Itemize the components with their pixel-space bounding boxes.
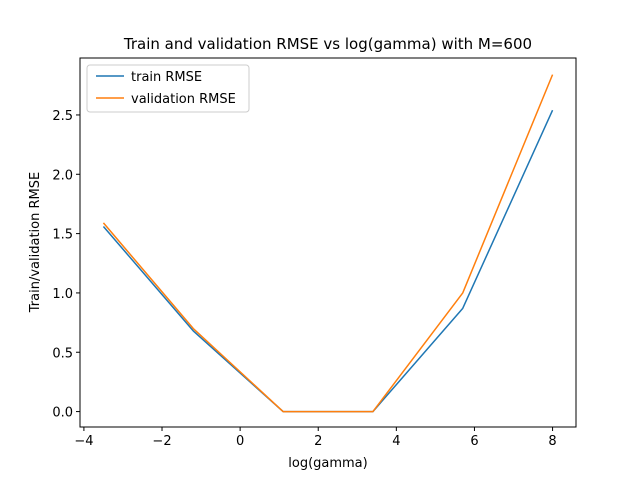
x-tick-label: 0	[236, 434, 244, 449]
x-tick-label: −2	[152, 434, 171, 449]
y-tick-label: 1.0	[52, 287, 73, 302]
legend-label: train RMSE	[131, 70, 202, 85]
legend: train RMSE validation RMSE	[86, 64, 250, 113]
series-line-1	[102, 74, 554, 413]
y-axis-label: Train/validation RMSE	[28, 172, 43, 313]
x-axis: −4 −2 0 2 4 6 8	[74, 427, 557, 449]
y-axis: 0.0 0.5 1.0 1.5 2.0 2.5	[52, 109, 80, 421]
chart-title: Train and validation RMSE vs log(gamma) …	[123, 35, 532, 53]
plot-area	[102, 74, 554, 413]
legend-label: validation RMSE	[131, 92, 236, 107]
x-tick-label: 4	[392, 434, 400, 449]
series-line-0	[102, 109, 554, 413]
y-tick-label: 1.5	[52, 228, 73, 243]
y-tick-label: 0.5	[52, 346, 73, 361]
x-axis-label: log(gamma)	[288, 456, 367, 471]
axes-frame	[79, 57, 577, 428]
legend-box	[86, 64, 250, 113]
y-tick-label: 0.0	[52, 406, 73, 421]
x-tick-label: −4	[74, 434, 93, 449]
x-tick-label: 2	[314, 434, 322, 449]
y-tick-label: 2.5	[52, 109, 73, 124]
y-tick-label: 2.0	[52, 168, 73, 183]
x-tick-label: 6	[470, 434, 478, 449]
x-tick-label: 8	[548, 434, 556, 449]
